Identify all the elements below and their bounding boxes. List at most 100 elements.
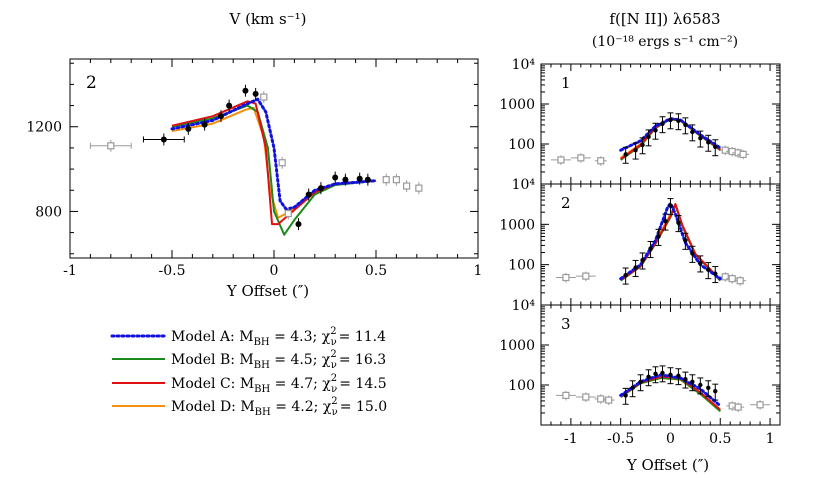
flux-black-point: [682, 117, 689, 135]
flux-ytick-label: 100: [508, 137, 535, 153]
flux-gray-marker: [728, 275, 736, 283]
flux-gray-marker: [557, 156, 565, 164]
flux-gray-marker: [562, 391, 570, 399]
flux-black-point: [632, 259, 639, 277]
legend-text-text: Model C: M: [171, 376, 254, 392]
velocity-gray-point: [382, 173, 390, 186]
velocity-frame: [69, 58, 479, 259]
flux-black-marker: [653, 128, 658, 133]
flux-black-point: [659, 365, 666, 383]
velocity-black-point-marker: [332, 174, 339, 181]
flux-gray-point: [555, 272, 576, 283]
velocity-black-point: [201, 118, 208, 131]
velocity-black-point-marker: [317, 185, 324, 192]
flux-black-marker: [706, 385, 711, 391]
flux-black-marker: [676, 118, 681, 124]
flux-black-marker: [660, 121, 665, 126]
legend-text-sub: BH: [254, 360, 270, 371]
flux-gray-point: [550, 155, 571, 165]
velocity-black-point: [356, 172, 363, 185]
flux-black-marker: [698, 135, 703, 141]
velocity-panel-label: 2: [86, 73, 97, 93]
flux-black-point: [697, 255, 704, 273]
flux-gray-marker: [597, 395, 605, 403]
velocity-xtick-label: 0: [270, 263, 279, 279]
flux-gray-marker: [577, 154, 585, 162]
flux-gray-marker: [582, 272, 590, 280]
legend-text-sub: BH: [255, 407, 271, 418]
flux-gray-marker: [739, 150, 747, 158]
flux-black-marker: [656, 234, 661, 239]
flux-black-marker: [713, 144, 718, 150]
velocity-model-a-line: [170, 97, 378, 211]
legend-text-mid: = 4.7; χ: [270, 376, 331, 392]
velocity-gray-point-marker: [284, 209, 292, 218]
legend-label: Model B: MBH = 4.5; χ2 ν = 16.3: [171, 349, 386, 371]
legend-text-sup2: 2: [330, 349, 336, 360]
flux-black-marker: [668, 203, 673, 208]
velocity-gray-point-marker: [260, 93, 268, 101]
flux-ytick-label: 10⁴: [512, 298, 536, 314]
flux-black-marker: [706, 140, 711, 145]
flux-gray-marker: [736, 277, 744, 285]
flux-black-point: [689, 245, 696, 263]
velocity-black-point-marker: [295, 221, 302, 228]
flux-black-marker: [698, 260, 703, 266]
flux-black-marker: [676, 373, 681, 378]
legend-text-text: Model A: M: [171, 329, 254, 345]
flux-black-marker: [690, 251, 695, 256]
flux-gray-point: [575, 392, 596, 403]
flux-gray-marker: [597, 157, 605, 165]
flux-black-point: [632, 142, 639, 160]
flux-black-point: [705, 262, 712, 280]
legend-label: Model C: MBH = 4.7; χ2 ν = 14.5: [171, 373, 387, 395]
flux-black-marker: [713, 271, 718, 276]
flux-black-point: [667, 367, 674, 385]
flux-ytick-label: 10⁴: [512, 177, 536, 193]
legend-text-subnu: ν: [331, 337, 337, 348]
velocity-gray-point: [403, 180, 411, 193]
flux-black-marker: [683, 122, 688, 128]
flux-black-marker: [646, 374, 651, 380]
flux-black-marker: [663, 218, 668, 224]
legend-text-text: Model B: M: [171, 352, 254, 368]
velocity-black-point: [242, 84, 249, 97]
velocity-black-point: [252, 87, 259, 100]
flux-gray-point: [594, 156, 607, 166]
legend-text-subnu: ν: [331, 384, 337, 395]
velocity-xlabel: Y Offset (″): [226, 282, 309, 300]
flux-black-point: [659, 116, 666, 134]
velocity-black-point-marker: [201, 121, 208, 128]
flux-xlabel: Y Offset (″): [626, 456, 709, 474]
flux-black-marker: [683, 238, 688, 243]
flux-black-point: [645, 129, 652, 147]
flux-gray-point: [732, 402, 745, 413]
flux-ytick-label: 100: [508, 378, 535, 394]
flux-black-marker: [648, 246, 653, 251]
flux-black-marker: [633, 265, 638, 270]
flux-black-point: [655, 228, 662, 246]
velocity-gray-point-marker: [415, 184, 423, 192]
flux-black-point: [689, 124, 696, 142]
flux-panel-label: 3: [561, 315, 571, 333]
legend-text-end: = 16.3: [339, 352, 386, 368]
flux-black-point: [652, 122, 659, 140]
flux-ytick-label: 1000: [499, 217, 535, 233]
velocity-black-point: [295, 218, 302, 231]
legend-text-mid: = 4.3; χ: [270, 329, 331, 345]
flux-black-point: [667, 112, 674, 130]
flux-black-point: [675, 368, 682, 386]
velocity-black-point-marker: [305, 191, 312, 198]
flux-gray-point: [570, 153, 591, 163]
flux-black-point: [705, 380, 712, 398]
legend-label: Model D: MBH = 4.2; χ2 ν = 15.0: [171, 396, 387, 418]
flux-gray-point: [555, 390, 576, 401]
velocity-black-point-marker: [217, 113, 224, 120]
legend-text-sub: BH: [254, 384, 270, 395]
flux-black-point: [697, 377, 704, 395]
flux-black-point: [712, 266, 719, 284]
velocity-black-point: [332, 171, 339, 184]
flux-black-marker: [698, 382, 703, 388]
velocity-black-point: [217, 110, 224, 123]
